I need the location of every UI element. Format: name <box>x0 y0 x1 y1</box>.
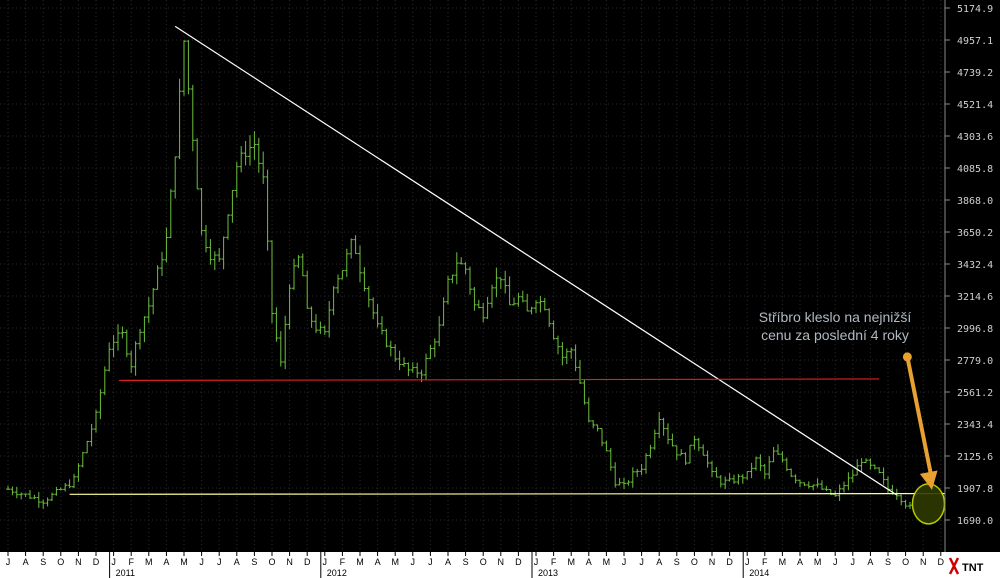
x-month-label: J <box>111 557 116 567</box>
x-year-label: 2012 <box>327 568 347 578</box>
y-tick-label: 3868.0 <box>957 196 993 207</box>
x-month-label: M <box>567 557 575 567</box>
y-tick-label: 2779.0 <box>957 356 993 367</box>
x-month-label: D <box>304 557 311 567</box>
y-tick-label: 3214.6 <box>957 292 993 303</box>
x-month-label: S <box>463 557 469 567</box>
x-month-label: O <box>268 557 275 567</box>
y-tick-label: 4739.2 <box>957 68 993 79</box>
x-month-label: J <box>323 557 328 567</box>
x-month-label: N <box>920 557 927 567</box>
x-month-label: O <box>57 557 64 567</box>
x-month-label: D <box>726 557 733 567</box>
x-month-label: A <box>163 557 169 567</box>
arrow-head <box>919 470 938 490</box>
x-month-label: A <box>586 557 592 567</box>
y-tick-label: 2561.2 <box>957 388 993 399</box>
y-tick-label: 3650.2 <box>957 228 993 239</box>
y-tick-label: 5174.9 <box>957 4 993 15</box>
y-tick-label: 1690.0 <box>957 516 993 527</box>
price-bars <box>6 40 912 510</box>
annotation-line-2: cenu za poslední 4 roky <box>761 327 909 343</box>
x-month-label: M <box>814 557 822 567</box>
x-month-label: J <box>851 557 856 567</box>
x-month-label: A <box>375 557 381 567</box>
x-month-label: J <box>622 557 627 567</box>
grid <box>0 0 945 552</box>
support-line <box>118 378 880 382</box>
x-month-label: F <box>340 557 346 567</box>
y-axis: 5174.9 4957.1 4739.2 4521.4 4303.6 4085.8 3868… <box>944 0 1000 552</box>
x-axis-panel <box>0 552 945 578</box>
x-month-label: F <box>762 557 768 567</box>
y-tick-label: 4521.4 <box>957 100 993 111</box>
highlight-circle <box>911 483 946 525</box>
x-month-label: M <box>391 557 399 567</box>
x-month-label: A <box>797 557 803 567</box>
x-month-label: N <box>286 557 293 567</box>
x-month-label: J <box>199 557 204 567</box>
x-month-label: A <box>445 557 451 567</box>
support-line <box>69 492 985 495</box>
x-month-label: J <box>217 557 222 567</box>
x-month-label: A <box>23 557 29 567</box>
x-month-label: M <box>603 557 611 567</box>
x-year-label: 2014 <box>749 568 769 578</box>
x-month-label: N <box>75 557 82 567</box>
x-month-label: J <box>534 557 539 567</box>
y-tick-label: 2343.4 <box>957 420 993 431</box>
plot-background <box>0 0 945 552</box>
x-month-label: J <box>411 557 416 567</box>
x-year-label: 2011 <box>116 568 135 578</box>
x-month-label: S <box>251 557 257 567</box>
y-tick-label: 4085.8 <box>957 164 993 175</box>
x-month-label: M <box>779 557 787 567</box>
x-month-label: M <box>356 557 364 567</box>
logo-icon <box>948 557 960 575</box>
x-month-label: S <box>674 557 680 567</box>
x-month-label: O <box>480 557 487 567</box>
y-tick-label: 2996.8 <box>957 324 993 335</box>
y-tick-label: 4957.1 <box>957 36 993 47</box>
x-year-label: 2013 <box>538 568 558 578</box>
x-month-label: A <box>656 557 662 567</box>
tnt-logo: TNT <box>945 552 1000 578</box>
x-month-label: J <box>428 557 433 567</box>
x-month-label: N <box>709 557 716 567</box>
x-month-label: J <box>6 557 11 567</box>
y-tick-label: 3432.4 <box>957 260 993 271</box>
y-tick-label: 2125.6 <box>957 452 993 463</box>
x-month-label: D <box>515 557 522 567</box>
resistance-line <box>174 25 898 496</box>
x-month-label: A <box>867 557 873 567</box>
x-month-label: F <box>551 557 557 567</box>
y-axis-panel <box>945 0 1000 552</box>
x-month-label: N <box>498 557 505 567</box>
x-month-label: S <box>40 557 46 567</box>
y-tick-label: 1907.8 <box>957 484 993 495</box>
annotation-line-1: Stříbro kleslo na nejnižší <box>759 309 912 325</box>
x-month-label: S <box>885 557 891 567</box>
x-month-label: O <box>691 557 698 567</box>
annotation: Stříbro kleslo na nejnižší cenu za posle… <box>759 309 946 525</box>
x-month-label: J <box>745 557 750 567</box>
arrow-shaft <box>905 356 934 481</box>
logo-text: TNT <box>962 562 984 574</box>
x-month-label: F <box>128 557 134 567</box>
y-tick-label: 4303.6 <box>957 132 993 143</box>
x-month-label: M <box>145 557 153 567</box>
trendlines <box>69 25 985 496</box>
x-month-label: M <box>180 557 188 567</box>
x-month-label: A <box>234 557 240 567</box>
x-month-label: J <box>833 557 838 567</box>
x-month-label: D <box>938 557 945 567</box>
x-month-label: D <box>93 557 100 567</box>
x-month-label: O <box>902 557 909 567</box>
x-month-label: J <box>639 557 644 567</box>
